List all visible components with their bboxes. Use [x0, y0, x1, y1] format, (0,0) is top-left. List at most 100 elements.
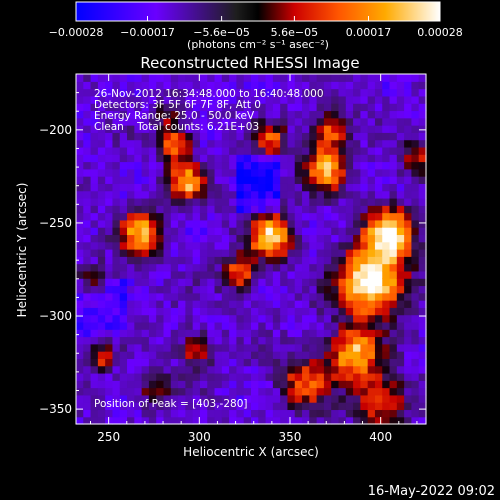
heatmap-cell [338, 278, 347, 287]
heatmap-cell [367, 125, 376, 133]
heatmap-cell [287, 139, 296, 148]
heatmap-cell [404, 205, 413, 214]
heatmap-cell [302, 234, 310, 243]
heatmap-cell [280, 190, 289, 199]
heatmap-cell [127, 292, 135, 301]
heatmap-cell [141, 372, 150, 381]
heatmap-cell [251, 365, 259, 374]
heatmap-cell [141, 146, 150, 155]
heatmap-cell [243, 365, 252, 374]
heatmap-cell [280, 329, 289, 338]
heatmap-cell [105, 300, 114, 308]
heatmap-cell [163, 81, 172, 90]
heatmap-cell [294, 234, 303, 243]
heatmap-cell [345, 256, 354, 265]
heatmap-cell [192, 139, 201, 148]
heatmap-cell [229, 241, 238, 250]
heatmap-cell [192, 372, 201, 381]
heatmap-cell [382, 314, 391, 323]
heatmap-cell [382, 372, 391, 381]
heatmap-cell [229, 234, 238, 243]
heatmap-cell [83, 387, 92, 396]
heatmap-cell [287, 270, 296, 279]
heatmap-cell [374, 307, 383, 316]
heatmap-cell [258, 351, 267, 359]
heatmap-cell [251, 321, 259, 330]
heatmap-cell [280, 365, 289, 374]
heatmap-cell [97, 125, 106, 133]
heatmap-cell [127, 190, 135, 199]
heatmap-cell [105, 270, 114, 279]
heatmap-cell [404, 285, 413, 294]
heatmap-cell [382, 227, 391, 236]
heatmap-cell [221, 300, 230, 308]
heatmap-cell [192, 300, 201, 308]
heatmap-cell [360, 146, 369, 155]
heatmap-cell [141, 161, 150, 170]
heatmap-cell [309, 416, 318, 425]
heatmap-cell [214, 278, 223, 287]
heatmap-cell [338, 227, 347, 236]
heatmap-cell [404, 146, 413, 155]
heatmap-cell [367, 117, 376, 126]
heatmap-cell [178, 387, 186, 396]
heatmap-cell [323, 227, 332, 236]
heatmap-cell [418, 154, 427, 163]
heatmap-cell [105, 292, 114, 301]
heatmap-cell [251, 88, 259, 97]
heatmap-cell [353, 292, 361, 301]
heatmap-cell [119, 125, 128, 133]
heatmap-cell [396, 292, 405, 301]
heatmap-cell [178, 314, 186, 323]
heatmap-cell [404, 168, 413, 177]
footer-timestamp: 16-May-2022 09:02 [368, 484, 495, 499]
heatmap-cell [207, 409, 216, 418]
heatmap-cell [170, 110, 179, 119]
heatmap-cell [127, 263, 135, 272]
heatmap-cell [214, 219, 223, 228]
heatmap-cell [243, 168, 252, 177]
heatmap-cell [207, 292, 216, 301]
heatmap-cell [127, 372, 135, 381]
heatmap-cell [229, 402, 238, 411]
heatmap-cell [265, 329, 274, 338]
heatmap-cell [287, 292, 296, 301]
heatmap-cell [316, 234, 325, 243]
heatmap-cell [119, 307, 128, 316]
heatmap-cell [404, 307, 413, 316]
heatmap-cell [119, 249, 128, 257]
heatmap-cell [199, 168, 208, 177]
annotation-time-range: 26-Nov-2012 16:34:48.000 to 16:40:48.000 [94, 88, 324, 100]
heatmap-cell [258, 300, 267, 308]
heatmap-cell [309, 343, 318, 352]
heatmap-cell [97, 234, 106, 243]
heatmap-cell [112, 125, 121, 133]
heatmap-cell [272, 409, 281, 418]
heatmap-cell [214, 190, 223, 199]
heatmap-cell [105, 161, 114, 170]
heatmap-cell [338, 81, 347, 90]
heatmap-cell [148, 234, 157, 243]
heatmap-cell [229, 372, 238, 381]
heatmap-cell [382, 205, 391, 214]
heatmap-cell [127, 234, 135, 243]
heatmap-cell [272, 183, 281, 192]
heatmap-cell [97, 212, 106, 221]
heatmap-cell [112, 146, 121, 155]
heatmap-cell [396, 168, 405, 177]
heatmap-cell [127, 125, 135, 133]
heatmap-cell [302, 132, 310, 141]
heatmap-cell [389, 321, 398, 330]
heatmap-cell [207, 168, 216, 177]
heatmap-cell [411, 146, 420, 155]
heatmap-cell [156, 351, 165, 359]
heatmap-cell [418, 176, 427, 184]
heatmap-cell [258, 336, 267, 345]
heatmap-cell [353, 358, 361, 367]
heatmap-cell [105, 146, 114, 155]
heatmap-cell [360, 336, 369, 345]
heatmap-cell [272, 380, 281, 389]
heatmap-cell [214, 292, 223, 301]
heatmap-cell [338, 307, 347, 316]
heatmap-cell [170, 234, 179, 243]
